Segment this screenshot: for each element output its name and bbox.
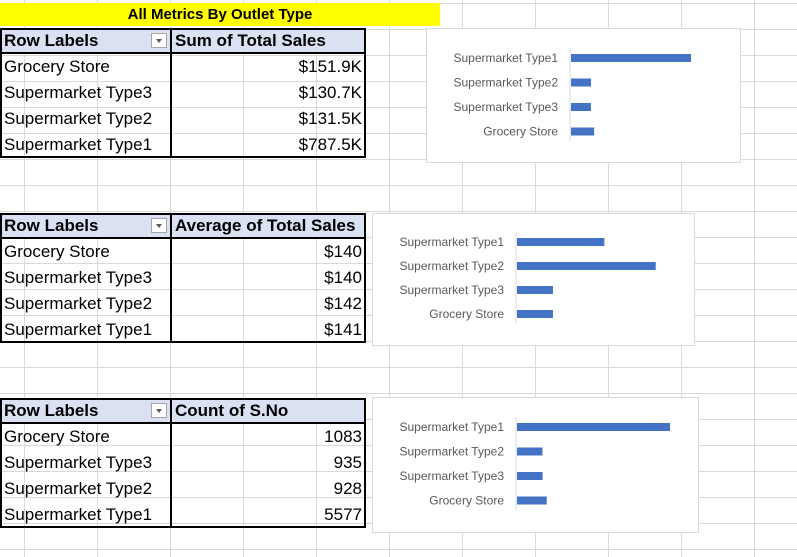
category-tick-label: Supermarket Type3 — [399, 283, 504, 297]
row-value[interactable]: $140 — [324, 242, 362, 261]
pivot-table-count: Row Labels Count of S.No Grocery Store 10… — [0, 398, 366, 528]
category-tick-label: Grocery Store — [483, 125, 558, 139]
bar[interactable] — [517, 447, 543, 456]
category-tick-label: Supermarket Type1 — [399, 420, 504, 434]
row-value[interactable]: $130.7K — [298, 83, 362, 102]
chart-svg: Supermarket Type1 Supermarket Type2 Superm… — [399, 417, 670, 511]
row-value[interactable]: $151.9K — [298, 57, 362, 76]
row-label[interactable]: Supermarket Type3 — [2, 450, 172, 476]
table-row[interactable]: Supermarket Type2 $142 — [0, 291, 366, 317]
table-row[interactable]: Grocery Store $140 — [0, 239, 366, 265]
category-tick-label: Supermarket Type3 — [453, 100, 558, 114]
row-value[interactable]: $140 — [324, 268, 362, 287]
category-tick-label: Supermarket Type1 — [399, 235, 504, 249]
row-value[interactable]: $131.5K — [298, 109, 362, 128]
value-header[interactable]: Sum of Total Sales — [175, 31, 326, 50]
category-tick-label: Supermarket Type2 — [399, 259, 504, 273]
bar-chart-count[interactable]: Supermarket Type1 Supermarket Type2 Superm… — [372, 397, 699, 533]
row-label[interactable]: Grocery Store — [2, 239, 172, 265]
row-label[interactable]: Supermarket Type1 — [2, 502, 172, 526]
table-row[interactable]: Supermarket Type1 5577 — [0, 502, 366, 528]
pivot-table-average-sales: Row Labels Average of Total Sales Grocer… — [0, 213, 366, 343]
table-row[interactable]: Supermarket Type3 935 — [0, 450, 366, 476]
row-labels-header[interactable]: Row Labels — [2, 400, 172, 422]
bar-chart-average-sales[interactable]: Supermarket Type1 Supermarket Type2 Superm… — [372, 213, 695, 346]
chart-svg: Supermarket Type1 Supermarket Type2 Superm… — [453, 48, 691, 142]
sheet-title: All Metrics By Outlet Type — [0, 3, 440, 26]
value-header[interactable]: Count of S.No — [175, 401, 289, 420]
row-label[interactable]: Supermarket Type1 — [2, 132, 172, 156]
row-value[interactable]: 5577 — [324, 505, 362, 524]
filter-dropdown-icon[interactable] — [151, 403, 167, 418]
bar[interactable] — [517, 472, 543, 480]
value-header[interactable]: Average of Total Sales — [175, 216, 356, 235]
row-label[interactable]: Grocery Store — [2, 424, 172, 450]
table-row[interactable]: Supermarket Type2 $131.5K — [0, 106, 366, 132]
pivot-table-sum-sales: Row Labels Sum of Total Sales Grocery St… — [0, 28, 366, 158]
bar[interactable] — [517, 423, 670, 431]
bar[interactable] — [571, 127, 595, 136]
category-tick-label: Grocery Store — [429, 494, 504, 508]
table-row[interactable]: Grocery Store $151.9K — [0, 54, 366, 80]
filter-dropdown-icon[interactable] — [151, 218, 167, 233]
row-label[interactable]: Supermarket Type2 — [2, 106, 172, 132]
row-label[interactable]: Supermarket Type2 — [2, 476, 172, 502]
row-label[interactable]: Supermarket Type2 — [2, 291, 172, 317]
row-value[interactable]: $787.5K — [298, 135, 362, 154]
table-row[interactable]: Supermarket Type3 $130.7K — [0, 80, 366, 106]
row-labels-header[interactable]: Row Labels — [2, 215, 172, 237]
row-label[interactable]: Supermarket Type1 — [2, 317, 172, 341]
row-value[interactable]: $142 — [324, 294, 362, 313]
table-row[interactable]: Supermarket Type2 928 — [0, 476, 366, 502]
category-tick-label: Supermarket Type3 — [399, 469, 504, 483]
row-label[interactable]: Supermarket Type3 — [2, 265, 172, 291]
category-tick-label: Supermarket Type1 — [453, 51, 558, 65]
pivot-header-row: Row Labels Sum of Total Sales — [0, 28, 366, 54]
table-row[interactable]: Supermarket Type3 $140 — [0, 265, 366, 291]
category-tick-label: Grocery Store — [429, 307, 504, 321]
bar[interactable] — [571, 103, 591, 111]
chart-svg: Supermarket Type1 Supermarket Type2 Superm… — [399, 232, 656, 324]
row-value[interactable]: 928 — [333, 479, 362, 498]
table-row[interactable]: Supermarket Type1 $141 — [0, 317, 366, 343]
row-labels-header[interactable]: Row Labels — [2, 30, 172, 52]
row-value[interactable]: $141 — [324, 320, 362, 339]
bar[interactable] — [571, 78, 592, 87]
table-row[interactable]: Supermarket Type1 $787.5K — [0, 132, 366, 158]
bar[interactable] — [517, 496, 547, 505]
category-tick-label: Supermarket Type2 — [399, 445, 504, 459]
category-tick-label: Supermarket Type2 — [453, 76, 558, 90]
bar[interactable] — [517, 238, 605, 246]
filter-dropdown-icon[interactable] — [151, 33, 167, 48]
pivot-header-row: Row Labels Count of S.No — [0, 398, 366, 424]
row-value[interactable]: 935 — [333, 453, 362, 472]
bar[interactable] — [517, 286, 553, 294]
pivot-header-row: Row Labels Average of Total Sales — [0, 213, 366, 239]
row-label[interactable]: Supermarket Type3 — [2, 80, 172, 106]
bar[interactable] — [571, 54, 691, 62]
row-label[interactable]: Grocery Store — [2, 54, 172, 80]
bar-chart-sum-sales[interactable]: Supermarket Type1 Supermarket Type2 Superm… — [426, 28, 741, 163]
table-row[interactable]: Grocery Store 1083 — [0, 424, 366, 450]
bar[interactable] — [517, 262, 656, 270]
row-value[interactable]: 1083 — [324, 427, 362, 446]
bar[interactable] — [517, 310, 553, 318]
